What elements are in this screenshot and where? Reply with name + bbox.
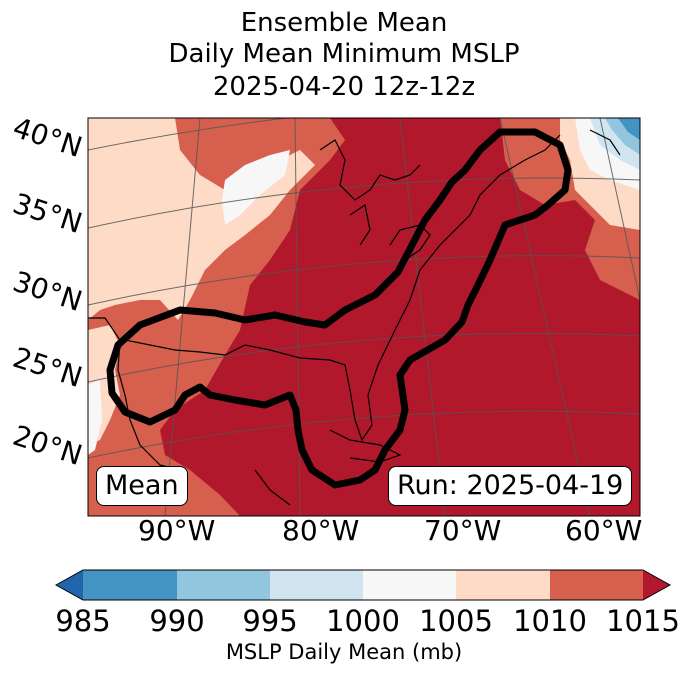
lon-label-60: 60°W <box>565 514 643 547</box>
run-label-box: Run: 2025-04-19 <box>388 466 633 506</box>
pressure-field <box>88 118 640 516</box>
colorbar-tick: 1005 <box>419 604 493 638</box>
colorbar-seg-985-990 <box>83 570 177 600</box>
title-line-1: Ensemble Mean <box>240 8 448 38</box>
colorbar-extend-high <box>643 570 670 600</box>
colorbar-seg-1010-1015 <box>550 570 643 600</box>
graticule <box>88 118 640 516</box>
colorbar-seg-1000-1005 <box>363 570 456 600</box>
map-frame <box>87 117 641 517</box>
mean-label-box: Mean <box>96 466 188 506</box>
title-line-2: Daily Mean Minimum MSLP <box>168 39 520 69</box>
colorbar-tick: 990 <box>149 604 205 638</box>
colorbar-seg-1005-1010 <box>456 570 550 600</box>
field-985-990 <box>618 118 640 140</box>
colorbar-seg-995-1000 <box>270 570 363 600</box>
colorbar-extend-low <box>56 570 83 600</box>
field-1005-1010 <box>88 118 315 320</box>
colorbar-tick: 985 <box>55 604 111 638</box>
coastlines <box>88 129 621 506</box>
title-line-3: 2025-04-20 12z-12z <box>212 72 476 102</box>
field-1000-1005-b <box>88 380 102 455</box>
field-1000-1005 <box>222 150 290 225</box>
colorbar-seg-990-995 <box>177 570 270 600</box>
colorbar-tick: 1010 <box>513 604 587 638</box>
outline-contour <box>106 128 572 489</box>
colorbar-tick: 995 <box>242 604 298 638</box>
colorbar-label: MSLP Daily Mean (mb) <box>225 640 463 664</box>
lon-label-80: 80°W <box>282 514 360 547</box>
colorbar-tick: 1015 <box>606 604 680 638</box>
lon-label-90: 90°W <box>138 514 216 547</box>
colorbar-tick: 1000 <box>326 604 400 638</box>
colorbar <box>54 569 672 601</box>
lon-label-70: 70°W <box>424 514 502 547</box>
